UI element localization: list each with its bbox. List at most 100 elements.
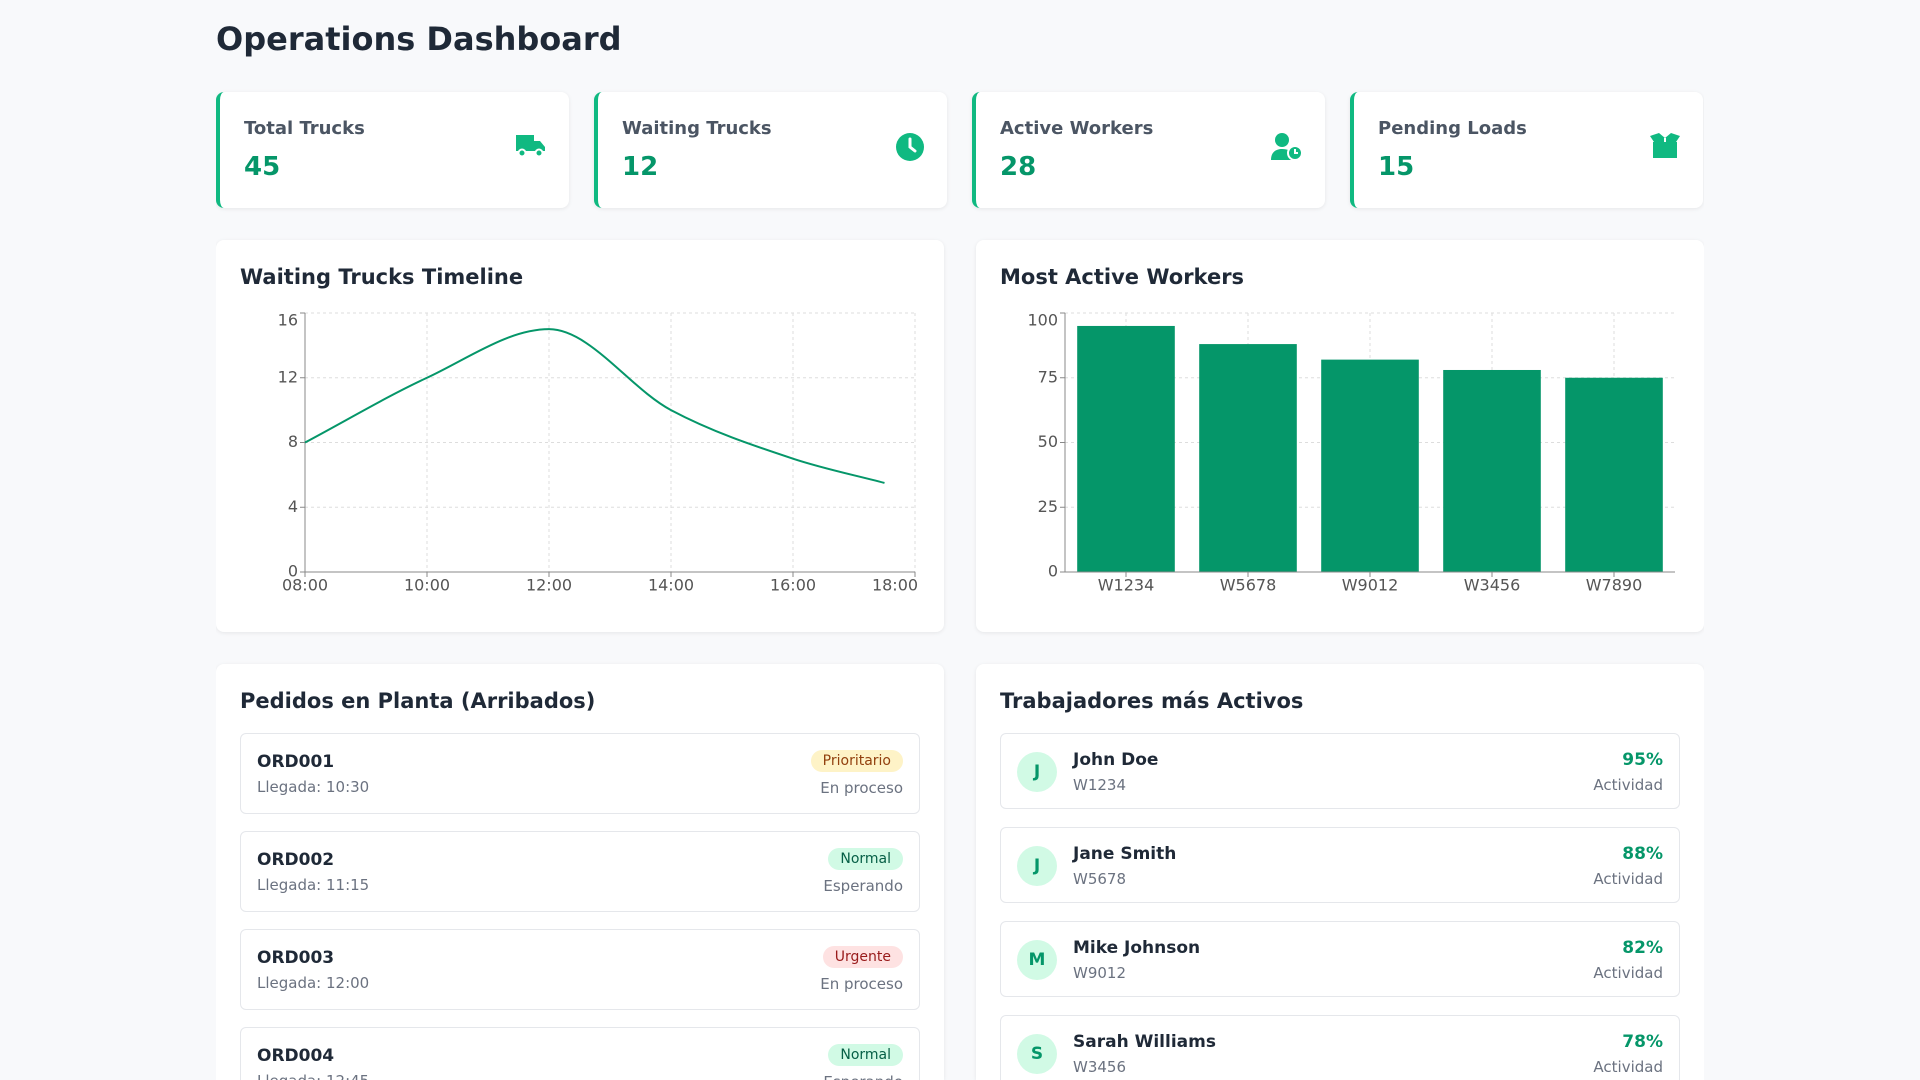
- truck-icon: [516, 135, 545, 158]
- stat-card: Pending Loads 15: [1350, 92, 1703, 208]
- bar: [1077, 325, 1175, 572]
- y-tick-label: 100: [1027, 311, 1058, 330]
- order-status: Esperando: [823, 1073, 903, 1080]
- y-tick-label: 0: [288, 562, 298, 581]
- x-tick-label: 18:00: [872, 576, 918, 595]
- y-tick-label: 25: [1038, 497, 1058, 516]
- activity-label: Actividad: [1593, 1058, 1663, 1076]
- worker-name: Jane Smith: [1073, 844, 1177, 864]
- order-item: ORD003 Llegada: 12:00 Urgente En proceso: [240, 929, 920, 1010]
- order-id: ORD004: [257, 1046, 335, 1066]
- stat-value: 15: [1378, 152, 1415, 182]
- order-arrival: Llegada: 10:30: [257, 778, 370, 796]
- x-tick-label: W3456: [1464, 576, 1521, 595]
- x-tick-label: W7890: [1586, 576, 1643, 595]
- x-tick-label: 08:00: [282, 576, 328, 595]
- worker-activity: 82%: [1622, 938, 1663, 958]
- worker-item: J Jane Smith W5678 88% Actividad: [1000, 827, 1680, 903]
- bar: [1199, 344, 1297, 572]
- worker-id: W9012: [1073, 964, 1127, 982]
- stat-card: Active Workers 28: [972, 92, 1325, 208]
- order-arrival: Llegada: 12:00: [257, 974, 370, 992]
- priority-badge: Urgente: [822, 946, 903, 968]
- line-chart: 0 4 8 12 16 08:00 10:00 12:00 14:00 16:00 18:00: [278, 311, 918, 595]
- y-tick-label: 75: [1038, 367, 1058, 386]
- stat-card: Waiting Trucks 12: [594, 92, 947, 208]
- priority-badge: Prioritario: [810, 750, 903, 772]
- y-tick-label: 4: [288, 497, 298, 516]
- stat-value: 12: [622, 152, 659, 182]
- stat-label: Pending Loads: [1378, 118, 1527, 139]
- order-item: ORD004 Llegada: 12:45 Normal Esperando: [240, 1027, 920, 1080]
- worker-id: W1234: [1073, 776, 1127, 794]
- order-id: ORD002: [257, 850, 335, 870]
- y-tick-label: 12: [278, 367, 298, 386]
- x-tick-label: W1234: [1098, 576, 1155, 595]
- worker-icon: [1271, 133, 1303, 161]
- x-tick-label: 12:00: [526, 576, 572, 595]
- box-icon: [1650, 133, 1680, 158]
- list-title: Pedidos en Planta (Arribados): [240, 689, 596, 713]
- worker-id: W3456: [1073, 1058, 1127, 1076]
- clock-icon: [896, 133, 924, 161]
- bar-chart: 0 25 50 75 100 W1234 W5678 W9012 W3456 W7890: [1027, 311, 1675, 595]
- worker-avatar: J: [1017, 846, 1057, 886]
- worker-name: John Doe: [1073, 750, 1159, 770]
- worker-item: J John Doe W1234 95% Actividad: [1000, 733, 1680, 809]
- order-status: En proceso: [820, 779, 903, 797]
- stat-label: Total Trucks: [244, 118, 365, 139]
- worker-avatar: S: [1017, 1034, 1057, 1074]
- order-status: En proceso: [820, 975, 903, 993]
- order-item: ORD002 Llegada: 11:15 Normal Esperando: [240, 831, 920, 912]
- stat-label: Waiting Trucks: [622, 118, 772, 139]
- x-tick-label: W9012: [1342, 576, 1399, 595]
- y-tick-label: 0: [1048, 562, 1058, 581]
- worker-name: Mike Johnson: [1073, 938, 1201, 958]
- priority-badge: Normal: [828, 1044, 903, 1066]
- chart-title: Most Active Workers: [1000, 265, 1245, 289]
- order-item: ORD001 Llegada: 10:30 Prioritario En proces…: [240, 733, 920, 814]
- order-id: ORD003: [257, 948, 335, 968]
- x-tick-label: W5678: [1220, 576, 1277, 595]
- chart-card: Waiting Trucks Timeline 0 4 8 12 16 08:00 10:0…: [216, 240, 944, 632]
- bar: [1565, 377, 1663, 572]
- activity-label: Actividad: [1593, 870, 1663, 888]
- priority-badge: Normal: [828, 848, 903, 870]
- stat-value: 28: [1000, 152, 1037, 182]
- orders-card: Pedidos en Planta (Arribados) ORD001 Lleg…: [216, 664, 944, 1080]
- line-series: [304, 328, 885, 484]
- order-arrival: Llegada: 11:15: [257, 876, 370, 894]
- chart-card: Most Active Workers 0 25 50 75 100 W1234 W5678…: [976, 240, 1704, 632]
- bar: [1443, 369, 1541, 572]
- page-title: Operations Dashboard: [216, 20, 622, 58]
- worker-name: Sarah Williams: [1073, 1032, 1216, 1052]
- dashboard: Operations Dashboard Total Trucks 45 Wai…: [216, 0, 1704, 1080]
- x-tick-label: 16:00: [770, 576, 816, 595]
- workers-card: Trabajadores más Activos J John Doe W1234 9…: [976, 664, 1704, 1080]
- chart-title: Waiting Trucks Timeline: [240, 265, 524, 289]
- worker-activity: 88%: [1622, 844, 1663, 864]
- order-status: Esperando: [823, 877, 903, 895]
- worker-avatar: M: [1017, 940, 1057, 980]
- worker-activity: 95%: [1622, 750, 1663, 770]
- activity-label: Actividad: [1593, 776, 1663, 794]
- order-arrival: Llegada: 12:45: [257, 1072, 369, 1080]
- order-id: ORD001: [257, 752, 335, 772]
- stat-label: Active Workers: [1000, 118, 1154, 139]
- stat-value: 45: [244, 152, 281, 182]
- worker-id: W5678: [1073, 870, 1127, 888]
- worker-activity: 78%: [1622, 1032, 1663, 1052]
- activity-label: Actividad: [1593, 964, 1663, 982]
- x-tick-label: 10:00: [404, 576, 450, 595]
- y-tick-label: 50: [1038, 432, 1058, 451]
- bar: [1321, 359, 1419, 572]
- y-tick-label: 8: [288, 432, 298, 451]
- worker-avatar: J: [1017, 752, 1057, 792]
- stat-card: Total Trucks 45: [216, 92, 569, 208]
- list-title: Trabajadores más Activos: [1000, 689, 1304, 713]
- worker-item: M Mike Johnson W9012 82% Actividad: [1000, 921, 1680, 997]
- x-tick-label: 14:00: [648, 576, 694, 595]
- worker-item: S Sarah Williams W3456 78% Actividad: [1000, 1015, 1680, 1080]
